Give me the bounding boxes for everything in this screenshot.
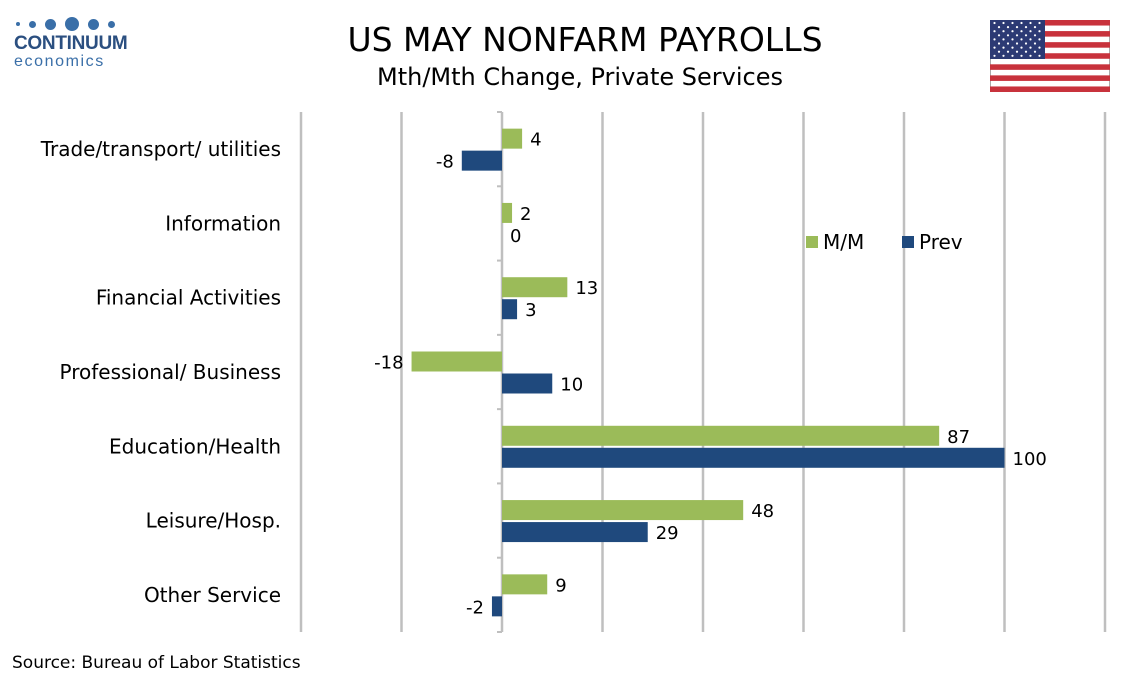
data-label: -8 bbox=[436, 152, 454, 173]
category-label: Education/Health bbox=[109, 434, 281, 458]
data-label: 2 bbox=[520, 204, 531, 225]
bar-prev bbox=[502, 447, 1005, 468]
category-label: Trade/transport/ utilities bbox=[40, 137, 281, 161]
data-label: 9 bbox=[555, 575, 566, 596]
data-label: -2 bbox=[466, 597, 484, 618]
chart-grid bbox=[299, 112, 1107, 632]
category-label: Financial Activities bbox=[96, 286, 281, 310]
bar-m-m bbox=[502, 128, 523, 149]
chart-title: US MAY NONFARM PAYROLLS bbox=[347, 20, 823, 59]
source-note: Source: Bureau of Labor Statistics bbox=[12, 653, 301, 673]
category-label: Information bbox=[165, 211, 281, 235]
bar-m-m bbox=[502, 202, 513, 223]
logo-brand: CONTINUUM bbox=[14, 33, 128, 54]
data-label: 48 bbox=[751, 501, 774, 522]
us-flag-icon bbox=[990, 20, 1110, 92]
bar-prev bbox=[502, 522, 648, 543]
chart-bars: 4 -8 20 13 3 -18 10 87 100 48 29 9 -2 bbox=[374, 128, 1047, 618]
bar-m-m bbox=[502, 425, 940, 446]
category-axis bbox=[497, 111, 503, 633]
data-label: 3 bbox=[525, 300, 536, 321]
bar-prev bbox=[502, 299, 518, 320]
category-label: Professional/ Business bbox=[60, 360, 281, 384]
data-label: 10 bbox=[560, 375, 583, 396]
chart-subtitle: Mth/Mth Change, Private Services bbox=[376, 63, 784, 91]
data-label: 29 bbox=[656, 523, 679, 544]
data-label: 4 bbox=[530, 130, 541, 151]
logo-dots-icon bbox=[16, 16, 134, 32]
legend-swatch bbox=[806, 236, 818, 248]
bar-m-m bbox=[502, 277, 568, 298]
chart-legend: M/M Prev bbox=[806, 230, 963, 254]
continuum-logo: CONTINUUM economics bbox=[14, 16, 134, 76]
category-label: Other Service bbox=[144, 583, 281, 607]
bar-prev bbox=[491, 596, 502, 617]
category-label: Leisure/Hosp. bbox=[146, 509, 281, 533]
data-label: -18 bbox=[374, 353, 403, 374]
data-label: 13 bbox=[575, 278, 598, 299]
bar-prev bbox=[502, 373, 553, 394]
category-labels: Trade/transport/ utilities Information Fin… bbox=[40, 137, 281, 607]
legend-swatch bbox=[902, 236, 914, 248]
logo-tagline: economics bbox=[14, 53, 105, 70]
bar-m-m bbox=[502, 500, 744, 521]
data-label: 87 bbox=[947, 427, 970, 448]
bar-m-m bbox=[502, 574, 548, 595]
legend-label: M/M bbox=[823, 230, 864, 254]
data-label: 0 bbox=[510, 226, 521, 247]
bar-m-m bbox=[411, 351, 502, 372]
data-label: 100 bbox=[1013, 449, 1047, 470]
legend-label: Prev bbox=[919, 230, 963, 254]
bar-prev bbox=[461, 150, 502, 171]
